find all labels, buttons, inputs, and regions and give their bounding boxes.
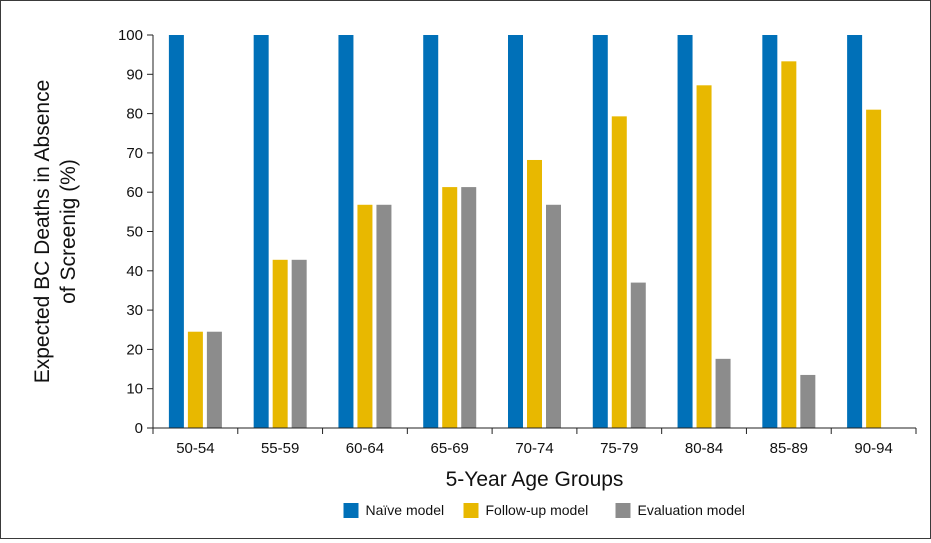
- bar: [168, 35, 184, 428]
- bar: [866, 109, 882, 429]
- y-tick-label: 100: [118, 27, 143, 44]
- y-axis-title: Expected BC Deaths in Absence of Screenig…: [31, 80, 80, 384]
- bar: [206, 331, 222, 428]
- bar: [423, 35, 439, 428]
- bar: [677, 35, 693, 428]
- bar: [508, 35, 523, 428]
- y-axis: 0 10 20 30 40 50 60 70 80 90 100: [118, 27, 154, 437]
- legend-swatch: [463, 503, 479, 518]
- bar: [630, 282, 646, 428]
- legend-label: Evaluation model: [638, 502, 745, 518]
- bar: [272, 259, 288, 428]
- y-tick-label: 40: [126, 263, 143, 280]
- x-tick-label: 75-79: [600, 440, 638, 457]
- bar: [611, 116, 627, 428]
- bar: [781, 61, 797, 429]
- x-tick-label: 55-59: [261, 440, 299, 457]
- bar: [461, 187, 477, 428]
- y-tick-label: 70: [126, 145, 143, 162]
- bar: [592, 35, 608, 428]
- bar: [187, 331, 203, 428]
- bar: [715, 358, 731, 428]
- bar: [253, 35, 269, 428]
- y-tick-label: 0: [135, 420, 143, 437]
- x-tick-label: 70-74: [515, 440, 553, 457]
- bar: [357, 204, 373, 428]
- y-tick-label: 60: [126, 184, 143, 201]
- x-tick-label: 50-54: [176, 440, 214, 457]
- legend-label: Naïve model: [366, 502, 445, 518]
- bar: [847, 35, 863, 428]
- bar: [527, 159, 542, 428]
- bar: [800, 374, 816, 428]
- legend-swatch: [615, 503, 631, 518]
- bar: [762, 35, 778, 428]
- bar: [546, 204, 561, 428]
- y-axis-title-line: of Screenig (%): [57, 159, 80, 304]
- y-tick-label: 90: [126, 66, 143, 83]
- x-axis-title: 5-Year Age Groups: [446, 468, 624, 491]
- bar: [376, 204, 392, 428]
- x-tick-label: 60-64: [346, 440, 384, 457]
- x-tick-label: 80-84: [685, 440, 723, 457]
- x-tick-label: 90-94: [854, 440, 892, 457]
- x-tick-label: 85-89: [770, 440, 808, 457]
- bar: [291, 259, 307, 428]
- x-axis: 50-54 55-59 60-64 65-69 70-74 75-79 80-84 85-89…: [152, 427, 917, 457]
- y-tick-label: 20: [126, 341, 143, 358]
- y-tick-label: 50: [126, 224, 143, 241]
- legend: Naïve model Follow-up model Evaluation mod…: [343, 502, 745, 518]
- x-tick-label: 65-69: [431, 440, 469, 457]
- bar: [696, 85, 712, 428]
- y-tick-label: 10: [126, 381, 143, 398]
- y-tick-label: 80: [126, 106, 143, 123]
- legend-label: Follow-up model: [486, 502, 589, 518]
- bars: [168, 35, 882, 429]
- y-axis-title-line: Expected BC Deaths in Absence: [31, 80, 54, 384]
- bar: [338, 35, 354, 428]
- y-tick-label: 30: [126, 302, 143, 319]
- bar: [442, 187, 458, 428]
- legend-swatch: [343, 503, 359, 518]
